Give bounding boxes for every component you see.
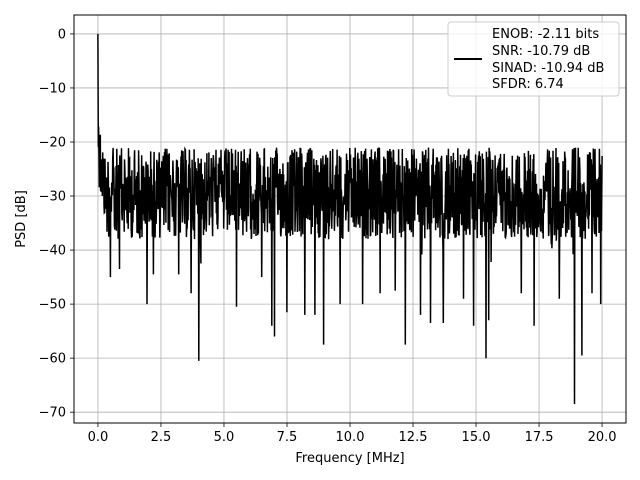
y-tick-label: 0 — [58, 27, 66, 42]
series-group — [97, 33, 603, 405]
y-axis-label: PSD [dB] — [14, 190, 29, 248]
x-tick-label: 15.0 — [462, 430, 491, 445]
y-axis: 0 −10 −20 −30 −40 −50 −60 −70 — [39, 27, 74, 421]
y-tick-label: −50 — [39, 298, 66, 313]
legend-box — [447, 21, 620, 97]
legend-line-enob: ENOB: -2.11 bits — [492, 27, 599, 42]
x-tick-label: 7.5 — [277, 430, 298, 445]
y-tick-label: −70 — [39, 406, 66, 421]
legend-line-sfdr: SFDR: 6.74 — [492, 77, 564, 92]
x-tick-label: 20.0 — [588, 430, 617, 445]
y-tick-label: −30 — [39, 190, 66, 205]
legend: ENOB: -2.11 bits SNR: -10.79 dB SINAD: -… — [447, 21, 620, 97]
x-tick-label: 12.5 — [399, 430, 428, 445]
x-tick-label: 0.0 — [88, 430, 109, 445]
y-tick-label: −10 — [39, 81, 66, 96]
x-tick-label: 2.5 — [151, 430, 172, 445]
x-axis: 0.0 2.5 5.0 7.5 10.0 12.5 15.0 17.5 20.0 — [88, 423, 617, 445]
x-axis-label: Frequency [MHz] — [295, 451, 404, 466]
x-tick-label: 10.0 — [336, 430, 365, 445]
x-tick-label: 5.0 — [214, 430, 235, 445]
x-tick-label: 17.5 — [525, 430, 554, 445]
legend-line-snr: SNR: -10.79 dB — [492, 44, 590, 59]
y-tick-label: −60 — [39, 352, 66, 367]
legend-line-sinad: SINAD: -10.94 dB — [492, 61, 604, 76]
psd-series-line — [97, 33, 603, 405]
y-tick-label: −20 — [39, 135, 66, 150]
y-tick-label: −40 — [39, 244, 66, 259]
